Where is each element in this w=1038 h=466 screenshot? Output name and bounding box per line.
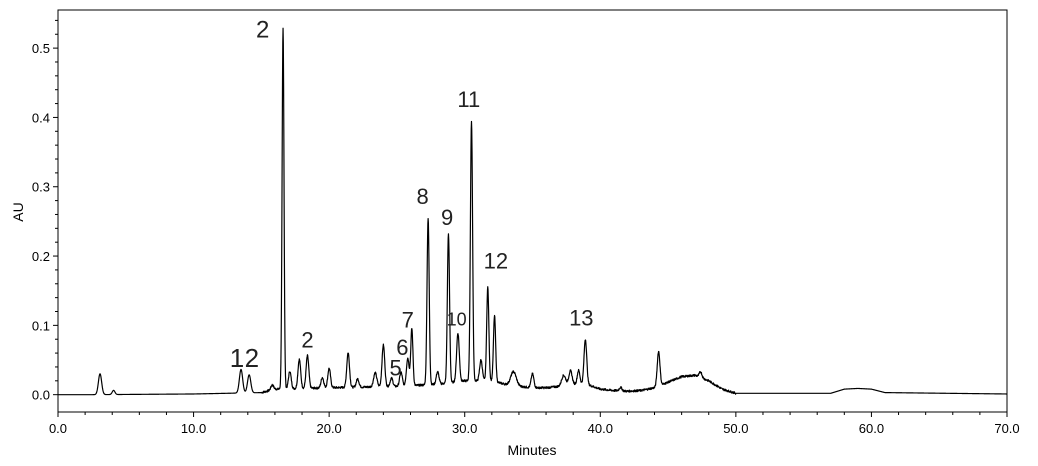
y-axis: 0.0 0.1 0.2 0.3 0.4 0.5 bbox=[32, 19, 58, 403]
peak-label: 7 bbox=[402, 307, 414, 332]
chromatogram-trace bbox=[57, 27, 1008, 396]
x-axis: 0.0 10.0 20.0 30.0 40.0 50.0 60.0 70.0 bbox=[49, 412, 1020, 436]
peak-label: 9 bbox=[441, 205, 453, 230]
x-tick-label: 30.0 bbox=[452, 421, 477, 436]
x-tick-label: 20.0 bbox=[316, 421, 341, 436]
x-tick-label: 40.0 bbox=[588, 421, 613, 436]
peak-label: 10 bbox=[447, 309, 467, 329]
peak-label: 2 bbox=[256, 17, 269, 44]
peak-label: 2 bbox=[245, 343, 259, 373]
peak-label: 13 bbox=[569, 305, 593, 330]
y-tick-label: 0.1 bbox=[32, 318, 50, 333]
y-tick-label: 0.2 bbox=[32, 249, 50, 264]
peak-label: 1 bbox=[230, 343, 244, 373]
peak-label: 5 bbox=[389, 355, 401, 380]
y-tick-label: 0.3 bbox=[32, 180, 50, 195]
plot-frame bbox=[57, 9, 1008, 413]
peak-label: 11 bbox=[457, 87, 480, 112]
x-tick-label: 0.0 bbox=[49, 421, 67, 436]
y-tick-label: 0.5 bbox=[32, 41, 50, 56]
peak-label: 12 bbox=[484, 249, 508, 274]
x-axis-title: Minutes bbox=[507, 442, 556, 458]
x-tick-label: 50.0 bbox=[723, 421, 748, 436]
y-tick-label: 0.4 bbox=[32, 110, 50, 125]
y-tick-label: 0.0 bbox=[32, 388, 50, 403]
peak-label: 8 bbox=[417, 184, 429, 209]
peak-label: 2 bbox=[301, 328, 313, 353]
x-tick-label: 60.0 bbox=[859, 421, 884, 436]
x-tick-label: 70.0 bbox=[994, 421, 1019, 436]
x-tick-label: 10.0 bbox=[181, 421, 206, 436]
peak-label: 6 bbox=[396, 335, 408, 360]
y-axis-title: AU bbox=[10, 202, 26, 221]
